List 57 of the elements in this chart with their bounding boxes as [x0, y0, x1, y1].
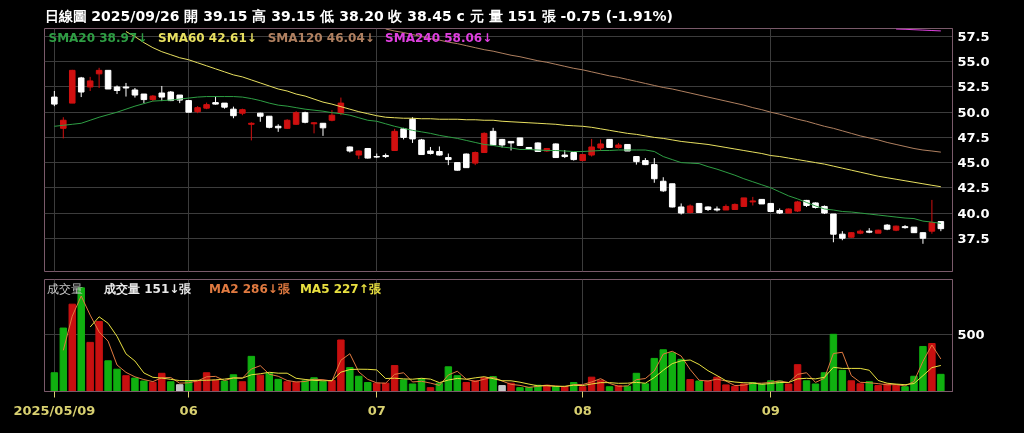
bar	[220, 380, 229, 392]
candlestick	[830, 213, 837, 243]
candlestick	[409, 116, 416, 144]
candlestick	[928, 199, 936, 235]
bar	[605, 386, 614, 392]
candlestick	[651, 157, 658, 184]
bar	[122, 375, 130, 392]
series-label: SMA120 46.04↓	[267, 30, 375, 45]
candlestick	[713, 205, 721, 213]
candlestick	[95, 67, 103, 89]
candlestick	[391, 128, 398, 151]
bar	[498, 385, 506, 392]
bar	[247, 355, 256, 392]
chart-title: 成交量	[46, 281, 83, 296]
y-tick-label: 45.0	[957, 155, 990, 171]
bar	[408, 383, 417, 392]
candlestick	[248, 121, 255, 141]
bar	[68, 303, 76, 392]
candlestick	[104, 69, 112, 90]
candlestick	[122, 82, 130, 98]
text: MA2 286↓張	[209, 281, 291, 296]
text: SMA240 58.06↓	[385, 30, 493, 45]
chart-title: 日線圖 2025/09/26 開 39.15 高 39.15 低 38.20 收 38.45 c 元 量 151 張 -0.75 (-1.91%)	[44, 7, 673, 24]
bar	[928, 343, 936, 392]
series-label: SMA60 42.61↓	[158, 30, 257, 45]
bar	[802, 380, 811, 392]
text: MA5 227↑張	[299, 281, 382, 296]
x-tick-label: 07	[367, 402, 386, 418]
bar	[811, 383, 820, 392]
bar	[167, 381, 175, 392]
bar	[937, 373, 945, 392]
bar	[238, 381, 247, 392]
y-tick-label: 55.0	[957, 54, 990, 70]
x-tick-label: 09	[761, 402, 780, 418]
candlestick	[507, 140, 515, 151]
y-tick-label: 42.5	[957, 180, 990, 196]
bar	[175, 384, 184, 392]
x-tick-label: 2025/05/09	[13, 402, 96, 418]
series-label: 成交量 151↓張	[103, 281, 193, 296]
x-tick-label: 08	[573, 402, 592, 418]
y-tick-label: 50.0	[957, 104, 990, 120]
y-tick-label: 500	[957, 327, 985, 343]
y-tick-label: 47.5	[957, 129, 990, 145]
y-tick-label: 37.5	[957, 230, 990, 246]
y-tick-label: 52.5	[957, 79, 990, 95]
line-series	[385, 28, 942, 153]
y-tick-label: 57.5	[957, 29, 990, 45]
bar	[256, 374, 265, 392]
bar	[399, 379, 408, 392]
candlestick	[668, 183, 676, 208]
y-tick-label: 40.0	[957, 205, 990, 221]
candlestick	[919, 232, 927, 245]
x-tick-label: 06	[179, 402, 198, 418]
bar	[695, 380, 703, 392]
candlestick	[310, 121, 318, 134]
bar	[686, 379, 694, 392]
candlestick	[901, 224, 909, 230]
